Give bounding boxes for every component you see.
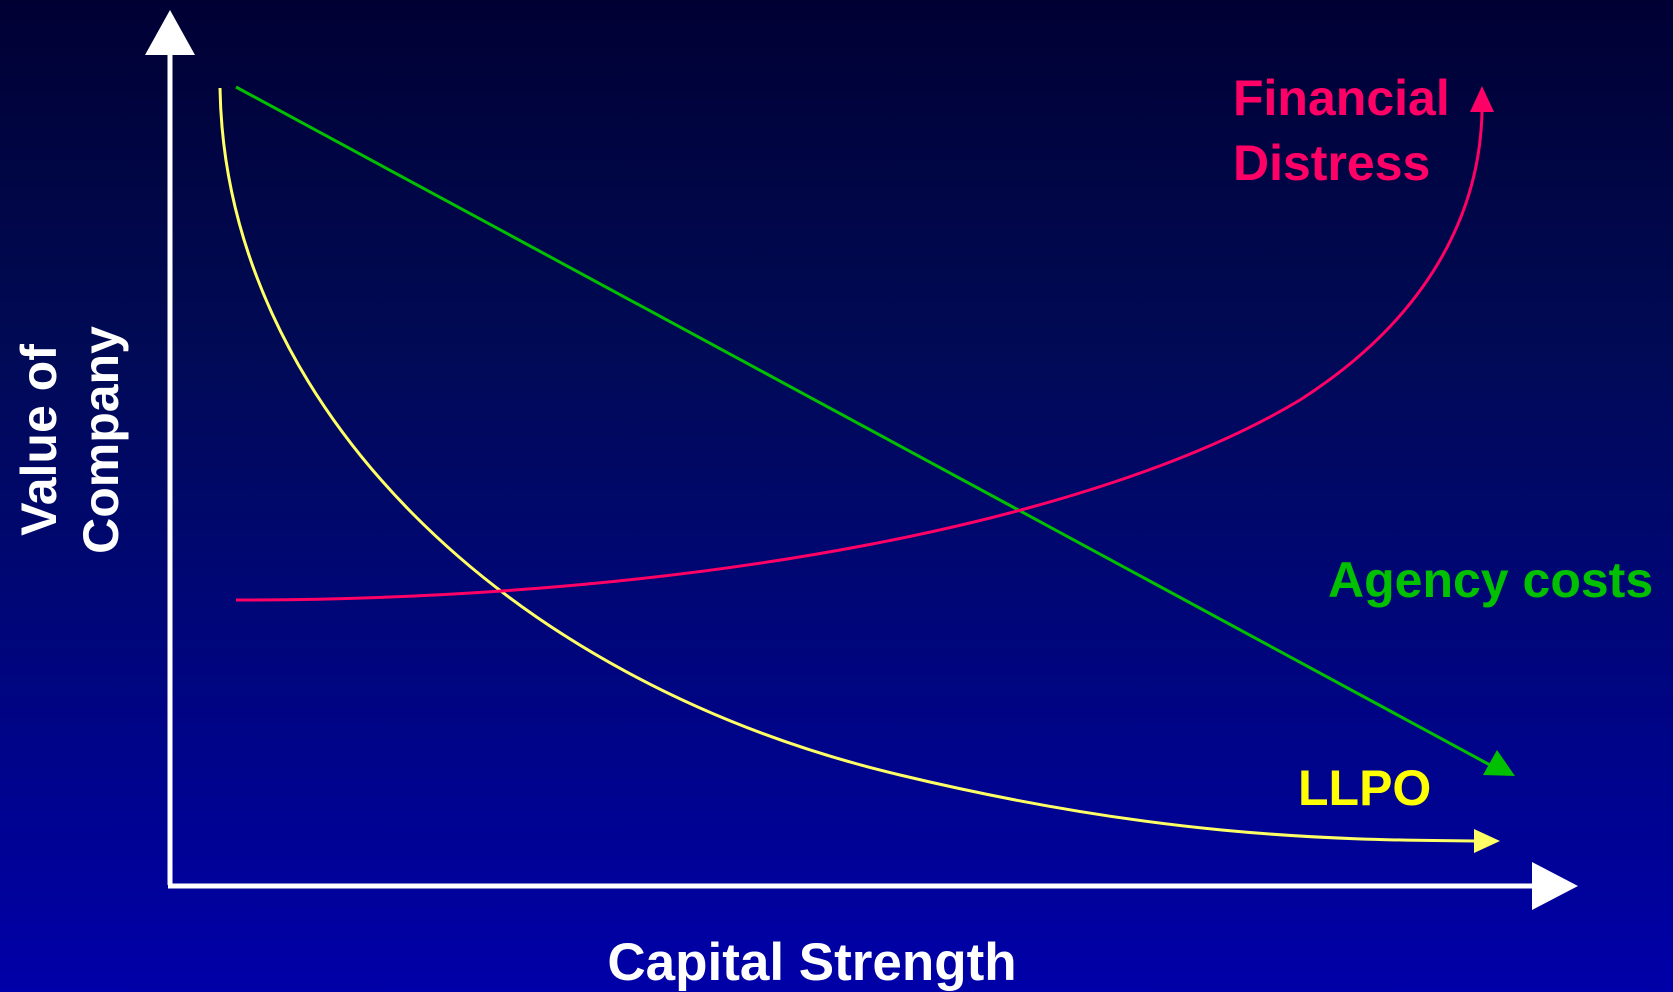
x-axis-label: Capital Strength bbox=[607, 933, 1016, 992]
agency-costs-line bbox=[235, 85, 1491, 767]
llpo-curve bbox=[218, 87, 1476, 843]
llpo-label: LLPO bbox=[1298, 760, 1431, 816]
y-axis-label-line2: Company bbox=[73, 326, 129, 554]
agency-costs-label: Agency costs bbox=[1328, 552, 1653, 608]
y-axis-label-line1: Value of bbox=[11, 344, 67, 536]
agency-costs-arrowhead bbox=[1483, 750, 1515, 776]
y-axis-arrowhead bbox=[145, 10, 195, 55]
financial-distress-curve bbox=[235, 111, 1484, 602]
x-axis-arrowhead bbox=[1532, 862, 1578, 910]
financial-distress-label-line1: Financial bbox=[1233, 70, 1450, 126]
financial-distress-label-line2: Distress bbox=[1233, 135, 1430, 191]
llpo-arrowhead bbox=[1474, 829, 1500, 853]
financial-distress-arrowhead bbox=[1470, 86, 1494, 112]
